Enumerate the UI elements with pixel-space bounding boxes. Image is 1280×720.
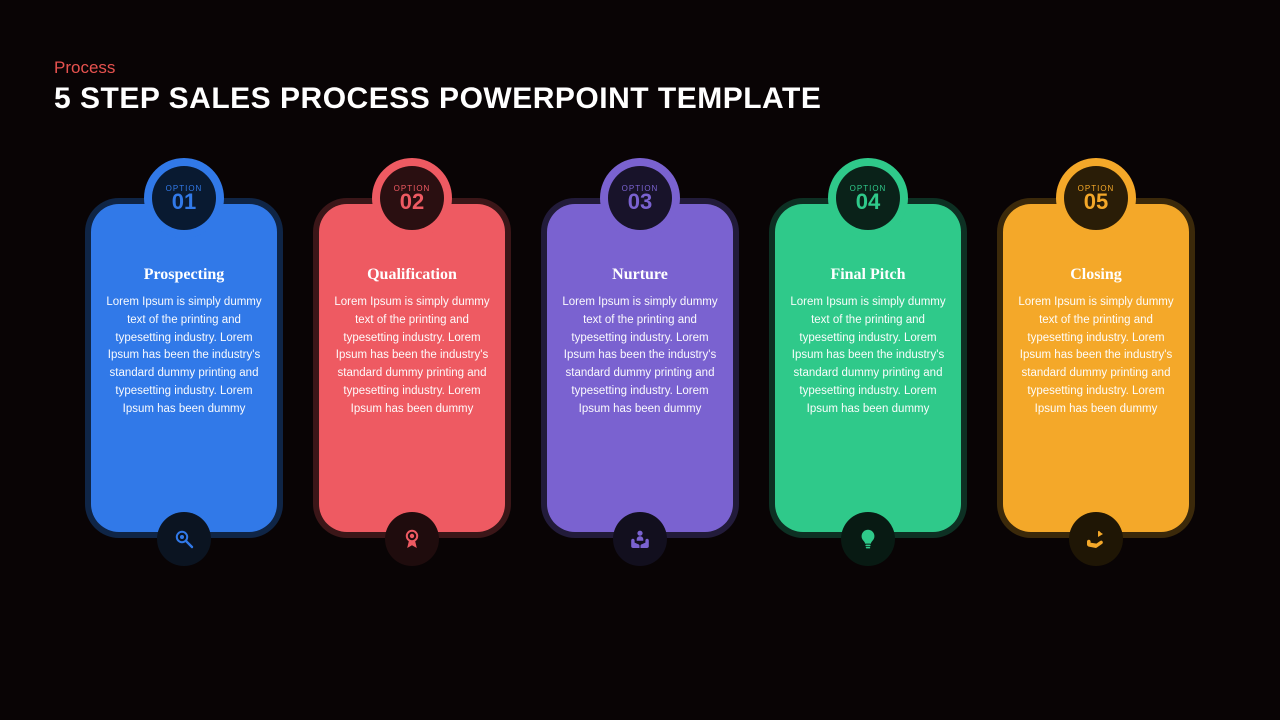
card-body: Lorem Ipsum is simply dummy text of the … <box>789 294 947 419</box>
card-body: Lorem Ipsum is simply dummy text of the … <box>561 294 719 419</box>
option-badge-inner: OPTION03 <box>608 166 672 230</box>
award-icon <box>385 512 439 566</box>
slide-title: 5 STEP SALES PROCESS POWERPOINT TEMPLATE <box>54 82 1226 116</box>
option-badge: OPTION01 <box>144 158 224 238</box>
search-icon <box>157 512 211 566</box>
card-title: Qualification <box>333 266 491 284</box>
hands-icon <box>613 512 667 566</box>
step-card: Prospecting Lorem Ipsum is simply dummy t… <box>85 198 283 568</box>
card-inner: Closing Lorem Ipsum is simply dummy text … <box>1003 204 1189 532</box>
eyebrow: Process <box>54 58 1226 78</box>
option-badge: OPTION04 <box>828 158 908 238</box>
option-badge-inner: OPTION05 <box>1064 166 1128 230</box>
handshare-icon <box>1069 512 1123 566</box>
option-badge: OPTION03 <box>600 158 680 238</box>
option-badge-inner: OPTION02 <box>380 166 444 230</box>
option-badge: OPTION05 <box>1056 158 1136 238</box>
option-badge-inner: OPTION04 <box>836 166 900 230</box>
cards-row: Prospecting Lorem Ipsum is simply dummy t… <box>0 198 1280 568</box>
step-card: Qualification Lorem Ipsum is simply dummy… <box>313 198 511 568</box>
card-inner: Prospecting Lorem Ipsum is simply dummy t… <box>91 204 277 532</box>
step-card: Closing Lorem Ipsum is simply dummy text … <box>997 198 1195 568</box>
step-card: Nurture Lorem Ipsum is simply dummy text … <box>541 198 739 568</box>
card-title: Nurture <box>561 266 719 284</box>
slide: Process 5 STEP SALES PROCESS POWERPOINT … <box>0 0 1280 720</box>
option-number: 05 <box>1084 191 1108 213</box>
card-inner: Qualification Lorem Ipsum is simply dummy… <box>319 204 505 532</box>
card-title: Final Pitch <box>789 266 947 284</box>
step-card: Final Pitch Lorem Ipsum is simply dummy t… <box>769 198 967 568</box>
option-number: 03 <box>628 191 652 213</box>
card-title: Closing <box>1017 266 1175 284</box>
card-title: Prospecting <box>105 266 263 284</box>
bulb-icon <box>841 512 895 566</box>
card-body: Lorem Ipsum is simply dummy text of the … <box>105 294 263 419</box>
option-number: 01 <box>172 191 196 213</box>
option-number: 02 <box>400 191 424 213</box>
card-body: Lorem Ipsum is simply dummy text of the … <box>333 294 491 419</box>
option-badge: OPTION02 <box>372 158 452 238</box>
option-number: 04 <box>856 191 880 213</box>
card-inner: Final Pitch Lorem Ipsum is simply dummy t… <box>775 204 961 532</box>
option-badge-inner: OPTION01 <box>152 166 216 230</box>
card-inner: Nurture Lorem Ipsum is simply dummy text … <box>547 204 733 532</box>
card-body: Lorem Ipsum is simply dummy text of the … <box>1017 294 1175 419</box>
